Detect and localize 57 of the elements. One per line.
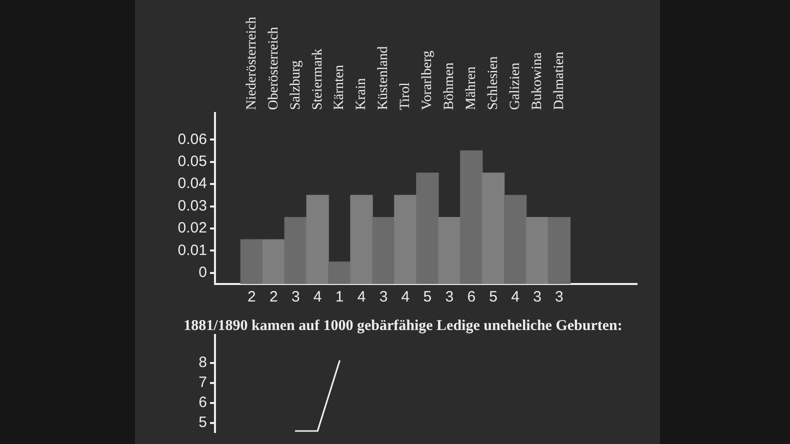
text: 4 — [357, 288, 366, 306]
x-tick-label: Tirol — [398, 82, 414, 110]
y-tick-label: 0.04 — [178, 175, 207, 192]
x-tick-label: Böhmen — [442, 62, 458, 110]
x-tick-label: Dalmatien — [552, 52, 567, 110]
bar — [328, 261, 351, 284]
x-tick-label: Küstenland — [376, 46, 392, 110]
text: 3 — [445, 288, 454, 306]
x-tick-label: Vorarlberg — [420, 50, 436, 110]
text: 2 — [248, 288, 256, 306]
text: 4 — [401, 288, 410, 306]
bar — [416, 172, 439, 284]
bar — [240, 239, 263, 284]
x-tick-label: Galizien — [508, 62, 523, 110]
bar — [438, 217, 461, 284]
y-tick-label: 6 — [198, 394, 207, 412]
text: 4 — [313, 288, 322, 306]
bar — [482, 172, 505, 284]
y-tick-label: 8 — [198, 354, 207, 372]
bar — [262, 239, 285, 284]
bar — [526, 217, 549, 284]
text: 3 — [291, 288, 300, 306]
bar — [548, 217, 571, 284]
bar — [350, 194, 373, 284]
bar — [460, 150, 483, 284]
bar — [372, 217, 395, 284]
text: 3 — [533, 288, 542, 306]
bar — [284, 217, 307, 284]
text: 3 — [555, 288, 564, 306]
text: 3 — [379, 288, 388, 306]
chart-title: 1881/1890 kamen auf 1000 gebärfähige Ledige uneheliche Geburten: — [184, 318, 622, 334]
text: 4 — [511, 288, 520, 306]
x-tick-label: Oberösterreich — [266, 26, 282, 110]
y-tick-label: 0.05 — [178, 153, 207, 170]
bar — [306, 194, 329, 284]
y-tick-label: 7 — [198, 374, 207, 392]
y-tick-label: 0.06 — [178, 130, 207, 148]
x-tick-label: Krain — [354, 78, 370, 110]
x-tick-label: Schlesien — [486, 56, 502, 110]
x-tick-label: Bukowina — [530, 52, 545, 110]
y-tick-label: 0.02 — [178, 220, 207, 237]
text: 5 — [489, 288, 498, 306]
x-tick-label: Niederösterreich — [244, 16, 260, 110]
x-tick-label: Kärnten — [332, 64, 348, 110]
text: 6 — [467, 288, 476, 306]
text: 5 — [423, 288, 432, 306]
y-tick-label: 0.03 — [178, 197, 207, 214]
bar — [394, 194, 417, 284]
text: 1 — [335, 288, 344, 306]
x-tick-label: Salzburg — [288, 60, 304, 110]
y-tick-label: 0 — [198, 264, 207, 282]
y-tick-label: 5 — [198, 414, 207, 432]
x-tick-label: Mähren — [464, 66, 480, 110]
text: 2 — [269, 288, 278, 306]
y-tick-label: 0.01 — [178, 242, 207, 259]
bar — [504, 194, 527, 284]
x-tick-label: Steiermark — [310, 48, 326, 110]
